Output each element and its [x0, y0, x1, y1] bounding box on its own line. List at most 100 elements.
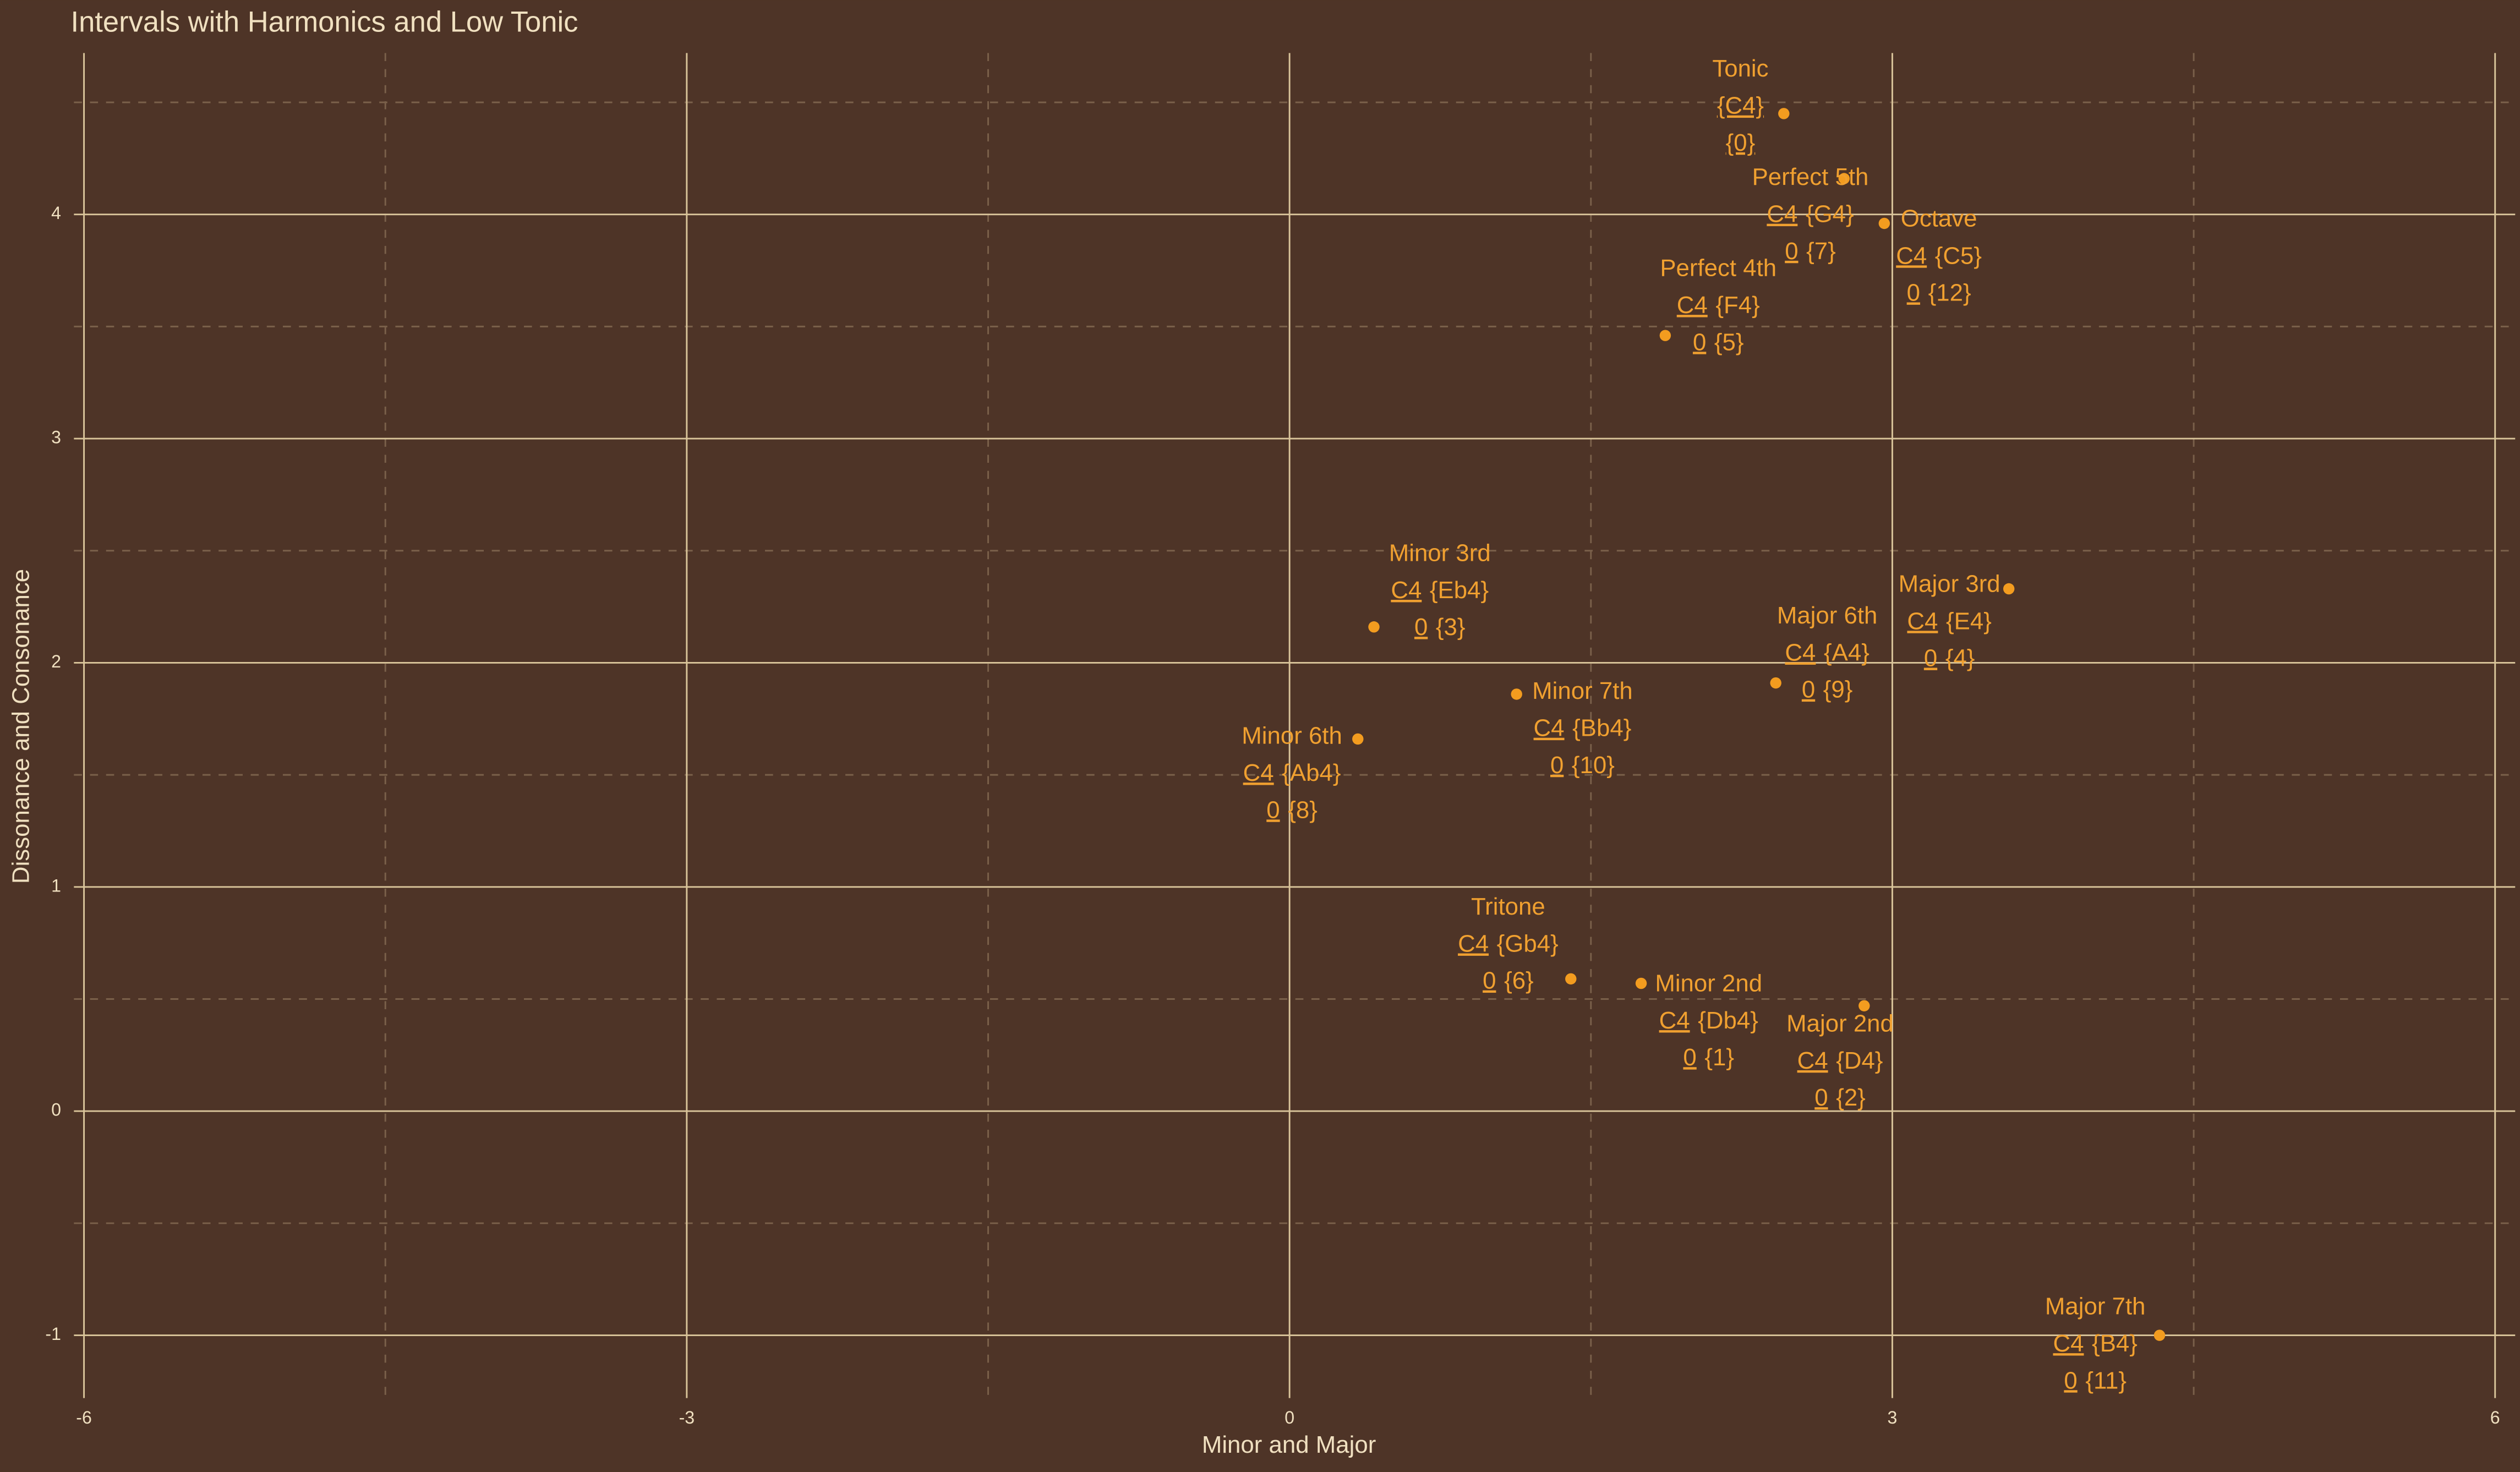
chart-title: Intervals with Harmonics and Low Tonic [70, 6, 578, 39]
point [2003, 583, 2015, 595]
point-label-line: 0 {7} [1785, 237, 1836, 264]
point [1659, 330, 1671, 341]
label-part: C4 [1797, 1047, 1828, 1074]
label-part: C4 [1243, 759, 1274, 786]
point-label: Major 3rd [1899, 571, 2000, 598]
point [1858, 1000, 1870, 1011]
label-part: C4 [1391, 577, 1422, 604]
label-part: {C4} [1717, 92, 1764, 119]
point-label-line: C4 {D4} [1797, 1047, 1883, 1074]
point-label: Tonic [1712, 55, 1768, 82]
point-label-line: C4 {Bb4} [1534, 714, 1632, 741]
point-label-line: 0 {8} [1266, 796, 1318, 823]
point-label-line: 0 {12} [1907, 279, 1971, 306]
point-label-line: C4 {B4} [2053, 1330, 2137, 1357]
label-part: 0 [1814, 1084, 1828, 1111]
point-label-line: C4 {A4} [1785, 639, 1869, 666]
x-axis-label: Minor and Major [1202, 1431, 1376, 1458]
label-part: {10} [1572, 751, 1615, 778]
point-label-line: 0 {4} [1924, 644, 1975, 671]
point-label: Major 2nd [1786, 1010, 1894, 1037]
point-label-line: 0 {5} [1693, 329, 1744, 355]
label-part: C4 [2053, 1330, 2084, 1357]
label-part: {6} [1504, 967, 1534, 994]
label-part: 0 [1266, 796, 1280, 823]
point-label-line: 0 {3} [1414, 614, 1466, 641]
label-part: {3} [1436, 614, 1466, 641]
point-label-line: 0 {11} [2064, 1367, 2127, 1394]
point-label-line: 0 {10} [1550, 751, 1615, 778]
label-part: {B4} [2092, 1330, 2138, 1357]
point [1635, 977, 1647, 989]
point-label-line: {0} [1726, 129, 1756, 156]
point [1352, 733, 1364, 745]
point [1778, 108, 1790, 119]
label-part: {A4} [1824, 639, 1869, 666]
point-label-line: 0 {2} [1814, 1084, 1866, 1111]
y-tick-label: 0 [51, 1100, 61, 1120]
label-part: {12} [1928, 279, 1971, 306]
x-tick-label: -3 [679, 1408, 695, 1427]
label-part: 0 [1483, 967, 1496, 994]
label-part: C4 [1907, 608, 1938, 634]
x-tick-label: 3 [1888, 1408, 1898, 1427]
point-label-line: C4 {C5} [1896, 242, 1982, 269]
y-tick-label: 2 [51, 652, 61, 671]
point [1368, 621, 1380, 633]
point-label-line: {C4} [1717, 92, 1764, 119]
y-tick-label: -1 [45, 1324, 61, 1344]
label-part: {7} [1806, 237, 1836, 264]
point-label: Minor 2nd [1655, 970, 1762, 997]
label-part: {1} [1704, 1044, 1734, 1071]
y-tick-label: 4 [51, 203, 61, 223]
label-part: {Gb4} [1497, 930, 1559, 957]
point [1511, 688, 1522, 700]
point-label-line: 0 {1} [1683, 1044, 1734, 1071]
point-label: Minor 7th [1532, 677, 1633, 704]
label-part: C4 [1896, 242, 1927, 269]
point-label: Perfect 5th [1752, 163, 1869, 190]
point-label-line: 0 {6} [1483, 967, 1534, 994]
label-part: {2} [1836, 1084, 1866, 1111]
label-part: C4 [1534, 714, 1565, 741]
point [1770, 677, 1781, 689]
label-part: 0 [2064, 1367, 2077, 1394]
label-part: C4 [1677, 292, 1708, 319]
x-tick-label: 6 [2490, 1408, 2500, 1427]
label-part: {Ab4} [1282, 759, 1341, 786]
point-label: Minor 3rd [1389, 539, 1491, 566]
point-label: Minor 6th [1242, 723, 1342, 749]
label-part: 0 [1907, 279, 1920, 306]
label-part: C4 [1458, 930, 1489, 957]
y-axis-label: Dissonance and Consonance [7, 569, 34, 884]
label-part: 0 [1785, 237, 1798, 264]
point-label-line: C4 {G4} [1767, 200, 1854, 227]
label-part: {E4} [1946, 608, 1992, 634]
label-part: C4 [1785, 639, 1816, 666]
label-part: 0 [1550, 751, 1564, 778]
label-part: 0 [1414, 614, 1428, 641]
point-label-line: C4 {Ab4} [1243, 759, 1341, 786]
label-part: {G4} [1806, 200, 1854, 227]
point-label: Tritone [1471, 893, 1545, 920]
x-tick-label: -6 [76, 1408, 92, 1427]
label-part: {8} [1288, 796, 1318, 823]
y-tick-label: 3 [51, 428, 61, 447]
label-part: {0} [1726, 129, 1756, 156]
label-part: {Db4} [1698, 1007, 1758, 1034]
label-part: {Eb4} [1430, 577, 1489, 604]
label-part: {9} [1823, 676, 1853, 703]
label-part: {C5} [1935, 242, 1982, 269]
label-part: {5} [1714, 329, 1744, 355]
point-label-line: C4 {F4} [1677, 292, 1760, 319]
label-part: {D4} [1836, 1047, 1883, 1074]
point-label: Major 7th [2045, 1293, 2146, 1320]
point-label: Major 6th [1777, 602, 1878, 629]
point-label-line: 0 {9} [1802, 676, 1853, 703]
point-label-line: C4 {Db4} [1659, 1007, 1758, 1034]
label-part: {F4} [1715, 292, 1759, 319]
label-part: 0 [1683, 1044, 1696, 1071]
point-label-line: C4 {Gb4} [1458, 930, 1559, 957]
